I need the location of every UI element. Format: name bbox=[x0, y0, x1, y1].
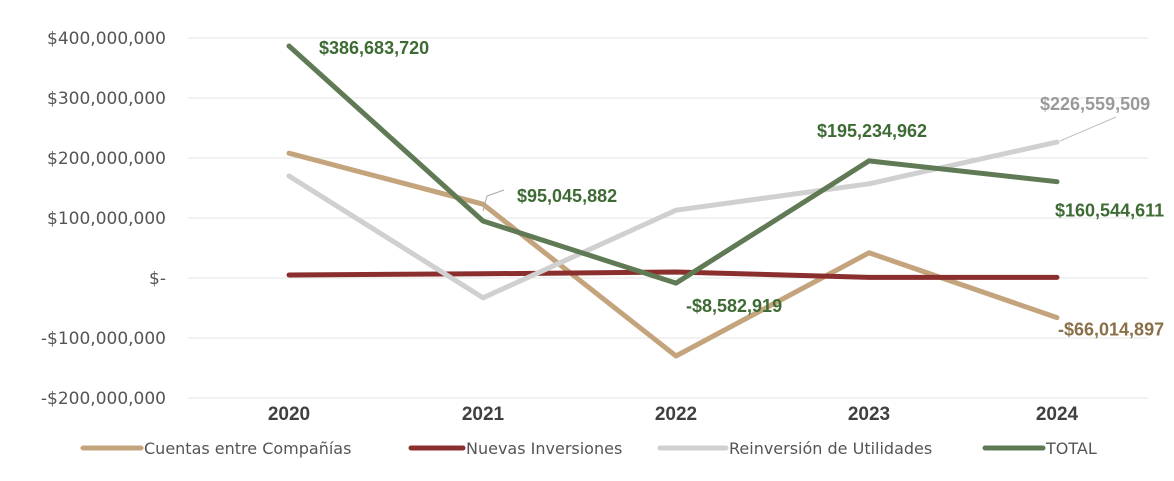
y-tick-label: $300,000,000 bbox=[47, 89, 166, 109]
label-connectors bbox=[482, 116, 1117, 212]
x-axis-ticks: 2020 2021 2022 2023 2024 bbox=[268, 404, 1079, 425]
x-tick-label: 2023 bbox=[848, 404, 890, 425]
data-label: $95,045,882 bbox=[517, 186, 617, 206]
legend-label: Reinversión de Utilidades bbox=[729, 439, 932, 458]
legend-label: Cuentas entre Compañías bbox=[144, 439, 351, 458]
series-lines bbox=[286, 43, 1060, 359]
series-line bbox=[286, 269, 1060, 280]
y-tick-label: -$200,000,000 bbox=[41, 389, 166, 409]
y-tick-label: $- bbox=[149, 269, 166, 289]
data-label: $160,544,611 bbox=[1055, 201, 1164, 221]
y-tick-label: $100,000,000 bbox=[47, 209, 166, 229]
x-tick-label: 2022 bbox=[655, 404, 697, 425]
series-line bbox=[286, 150, 1060, 359]
y-axis-ticks: $400,000,000 $300,000,000 $200,000,000 $100… bbox=[41, 29, 166, 409]
y-tick-label: $400,000,000 bbox=[47, 29, 166, 49]
series-line bbox=[286, 43, 1060, 286]
data-label: $226,559,509 bbox=[1040, 94, 1150, 114]
legend-label: TOTAL bbox=[1045, 439, 1097, 458]
label-connector bbox=[1059, 116, 1117, 142]
y-tick-label: $200,000,000 bbox=[47, 149, 166, 169]
data-labels: $386,683,720 $95,045,882 -$8,582,919 $195,2… bbox=[319, 38, 1164, 340]
y-tick-label: -$100,000,000 bbox=[41, 329, 166, 349]
legend-label: Nuevas Inversiones bbox=[466, 439, 622, 458]
data-label: -$66,014,897 bbox=[1058, 320, 1164, 340]
x-tick-label: 2024 bbox=[1036, 404, 1079, 425]
legend: Cuentas entre Compañías Nuevas Inversione… bbox=[80, 439, 1097, 458]
data-label: $195,234,962 bbox=[817, 121, 927, 141]
data-label: -$8,582,919 bbox=[686, 296, 782, 316]
x-tick-label: 2020 bbox=[268, 404, 310, 425]
x-tick-label: 2021 bbox=[462, 404, 505, 425]
label-connector bbox=[482, 189, 505, 212]
data-label: $386,683,720 bbox=[319, 38, 429, 58]
